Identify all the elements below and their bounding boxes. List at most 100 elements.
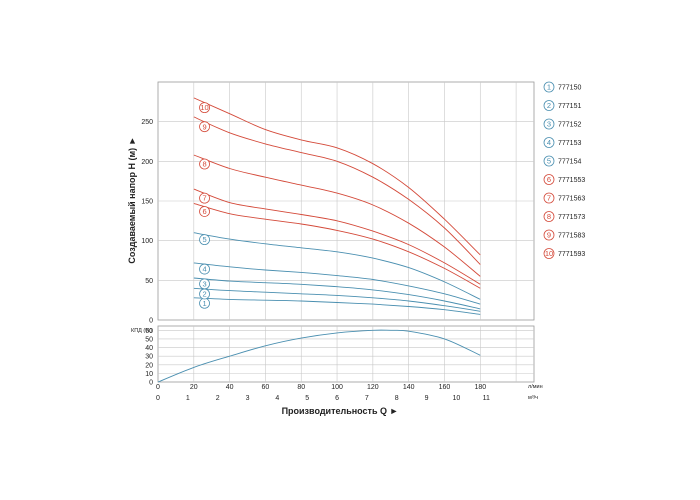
x-tick-m3h: 4 [275,395,279,402]
legend-marker-6 [543,174,555,185]
efficiency-curve [157,329,481,383]
efficiency-y-tick: 20 [145,362,153,369]
legend-marker-7 [543,192,555,204]
head-curve-2 [193,287,481,312]
head-y-tick: 0 [149,318,153,325]
legend-marker-label-9: 9 [547,231,551,240]
x-axis-lpm: 0 20 40 60 80 100 120 140 160 180 [156,384,486,391]
x-tick-m3h: 0 [156,395,160,402]
legend-label-7: 7771563 [558,196,585,203]
efficiency-y-axis-label: КПД (%) [131,328,152,334]
curve-marker-10 [199,102,210,114]
efficiency-plot-frame [157,325,535,383]
legend-label-6: 7771553 [558,177,585,184]
legend-label-10: 7771593 [558,251,585,258]
efficiency-y-tick: 40 [145,345,153,352]
curve-marker-6 [199,206,210,217]
x-tick-m3h: 5 [305,395,309,402]
x-tick-lpm: 20 [190,384,198,391]
x-tick-lpm: 120 [367,384,379,391]
legend: 1 777150 2 777151 3 777152 4 777153 5 777154 6 7771… [543,81,585,259]
curve-marker-label-1: 1 [202,299,206,308]
legend-marker-5 [543,155,555,167]
legend-marker-label-5: 5 [547,157,551,166]
head-y-tick: 150 [141,199,153,206]
curve-marker-label-4: 4 [202,265,206,274]
legend-marker-label-1: 1 [547,83,551,92]
efficiency-y-tick: 0 [149,380,153,387]
head-curve-9 [193,116,481,265]
x-tick-m3h: 6 [335,395,339,402]
x-tick-m3h: 7 [365,395,369,402]
curve-marker-4 [199,263,210,275]
head-y-tick: 200 [141,159,153,166]
legend-marker-label-10: 10 [545,249,553,258]
curve-marker-label-9: 9 [202,122,206,131]
curve-marker-9 [199,121,210,133]
legend-label-3: 777152 [558,122,581,129]
x-axis-label: Производительность Q ► [282,406,399,416]
legend-marker-label-8: 8 [547,212,551,221]
x-tick-m3h: 11 [483,395,490,402]
x-tick-lpm: 60 [262,384,270,391]
head-y-tick: 50 [145,278,153,285]
legend-label-5: 777154 [558,159,581,166]
legend-marker-9 [543,229,555,241]
curve-marker-8 [199,158,210,170]
curve-marker-label-10: 10 [200,103,208,112]
head-plot-grid [158,82,534,320]
head-y-tick: 100 [141,238,153,245]
x-tick-lpm: 100 [331,384,343,391]
efficiency-y-tick: 30 [145,354,153,361]
x-tick-lpm: 40 [226,384,234,391]
efficiency-y-tick: 10 [145,371,153,378]
head-curve-5 [193,232,481,300]
x-unit-m3h: м³/ч [528,395,538,401]
legend-marker-8 [543,211,555,222]
legend-marker-2 [543,100,555,111]
legend-marker-10 [543,248,555,259]
head-y-tick: 250 [141,119,153,126]
curve-marker-label-2: 2 [202,290,206,299]
x-tick-m3h: 10 [453,395,461,402]
legend-label-1: 777150 [558,85,581,92]
x-unit-lpm: л/мин [528,384,543,390]
x-tick-m3h: 1 [186,395,190,402]
head-curve-7 [193,188,481,285]
legend-label-9: 7771583 [558,233,585,240]
x-tick-lpm: 140 [403,384,415,391]
x-tick-m3h: 2 [216,395,220,402]
head-curve-4 [193,262,481,305]
legend-label-2: 777151 [558,103,581,110]
head-curve-10 [193,97,481,256]
curve-marker-label-7: 7 [202,194,206,203]
curve-marker-label-6: 6 [202,207,206,216]
x-tick-lpm: 180 [474,384,486,391]
curve-marker-label-5: 5 [202,235,206,244]
legend-marker-label-7: 7 [547,194,551,203]
curve-marker-3 [199,278,210,290]
head-y-axis-label: Создаваемый напор H (м) ► [127,136,137,263]
legend-marker-1 [543,81,555,93]
head-y-tick-labels: 0 50 100 150 200 250 [141,119,153,324]
curve-marker-label-8: 8 [202,160,206,169]
curve-marker-7 [199,192,210,204]
efficiency-line [157,329,481,383]
head-curve-1 [193,297,481,315]
x-tick-m3h: 3 [246,395,250,402]
x-axis-m3h: 0 1 2 3 4 5 6 7 8 9 10 11 [156,395,490,402]
curve-marker-5 [199,234,210,246]
legend-label-8: 7771573 [558,214,585,221]
x-tick-m3h: 8 [395,395,399,402]
efficiency-y-tick: 60 [145,328,153,335]
efficiency-plot-grid [158,326,534,382]
legend-label-4: 777153 [558,140,581,147]
legend-marker-label-2: 2 [547,101,551,110]
head-curves: 123 4 5 6 7 8 9 10 [193,97,481,315]
legend-marker-3 [543,118,555,130]
efficiency-y-tick: 50 [145,336,153,343]
legend-marker-label-3: 3 [547,120,551,129]
x-tick-m3h: 9 [425,395,429,402]
